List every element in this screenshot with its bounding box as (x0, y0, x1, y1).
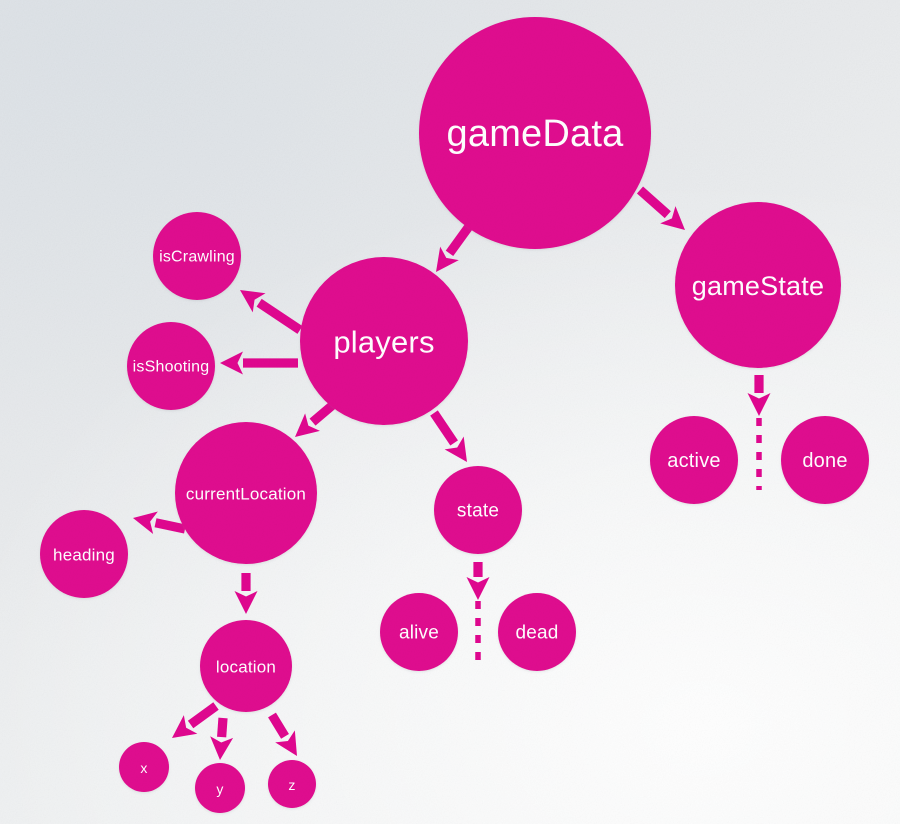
node-heading[interactable]: heading (40, 510, 128, 598)
node-done[interactable]: done (781, 416, 869, 504)
edge-arrow-players-to-state (430, 410, 467, 462)
node-location[interactable]: location (200, 620, 292, 712)
node-label-isShooting: isShooting (133, 359, 210, 376)
node-gameData[interactable]: gameData (419, 17, 651, 249)
node-label-z: z (288, 777, 295, 793)
edge-arrow-location-to-x (172, 702, 219, 738)
node-x[interactable]: x (119, 742, 169, 792)
node-label-alive: alive (399, 623, 439, 644)
edge-arrow-gameData-to-gameState (636, 186, 685, 230)
node-z[interactable]: z (268, 760, 316, 808)
edge-arrow-players-to-isCrawling (240, 290, 303, 334)
edge-arrow-location-to-z (268, 712, 297, 756)
node-layer: gameData gameState players isCrawling isShoo… (40, 17, 869, 813)
node-label-x: x (140, 760, 147, 776)
node-state[interactable]: state (434, 466, 522, 554)
edge-arrow-state-to-alive-dead (466, 562, 490, 600)
node-dead[interactable]: dead (498, 593, 576, 671)
edge-arrow-gameState-to-active-done (747, 375, 771, 416)
edge-arrow-location-to-y (210, 717, 234, 760)
node-label-state: state (457, 501, 499, 522)
edge-arrow-currentLocation-to-heading (133, 511, 186, 535)
node-alive[interactable]: alive (380, 593, 458, 671)
edge-arrow-gameData-to-players (436, 222, 474, 272)
node-isShooting[interactable]: isShooting (127, 322, 215, 410)
edge-arrow-currentLocation-to-location (234, 573, 258, 614)
node-players[interactable]: players (300, 257, 468, 425)
node-label-gameState: gameState (692, 271, 824, 301)
node-label-y: y (216, 781, 223, 797)
node-label-done: done (802, 450, 847, 472)
node-label-currentLocation: currentLocation (186, 485, 306, 504)
node-active[interactable]: active (650, 416, 738, 504)
node-gameState[interactable]: gameState (675, 202, 841, 368)
node-y[interactable]: y (195, 763, 245, 813)
edge-arrow-players-to-isShooting (220, 351, 298, 375)
node-label-location: location (216, 658, 276, 677)
node-label-dead: dead (515, 623, 558, 644)
node-isCrawling[interactable]: isCrawling (153, 212, 241, 300)
node-label-heading: heading (53, 546, 115, 565)
node-label-active: active (667, 450, 720, 472)
node-label-isCrawling: isCrawling (159, 249, 235, 266)
node-label-players: players (333, 325, 434, 360)
node-currentLocation[interactable]: currentLocation (175, 422, 317, 564)
node-label-gameData: gameData (447, 113, 625, 155)
